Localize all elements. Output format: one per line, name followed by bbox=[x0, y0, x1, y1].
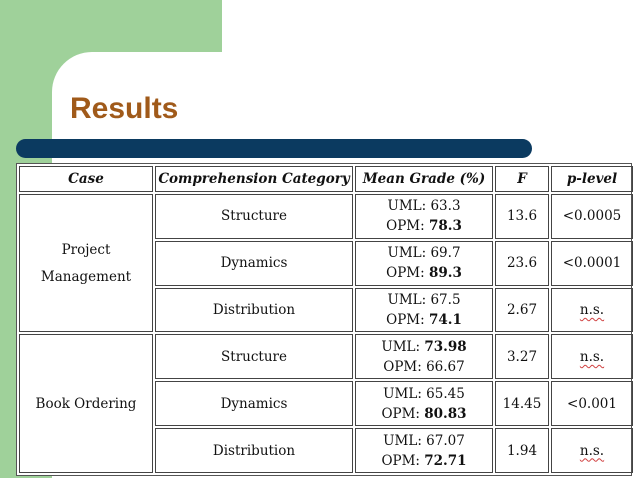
header-p-level: p-level bbox=[551, 166, 633, 192]
uml-value: 73.98 bbox=[424, 338, 467, 355]
opm-label: OPM: bbox=[386, 312, 429, 329]
results-table-frame: Case Comprehension Category Mean Grade (… bbox=[16, 163, 635, 476]
opm-value: 72.71 bbox=[424, 452, 467, 469]
p-level-value: <0.001 bbox=[567, 395, 617, 412]
p-level-value: n.s. bbox=[579, 302, 605, 319]
opm-label: OPM: bbox=[383, 358, 427, 375]
category-cell: Distribution bbox=[155, 428, 353, 473]
uml-value: 67.5 bbox=[430, 292, 461, 309]
uml-label: UML: bbox=[383, 385, 427, 402]
mean-grade-cell: UML: 67.07 OPM: 72.71 bbox=[355, 428, 493, 473]
table-row: Distribution UML: 67.07 OPM: 72.71 1.94 n.s. bbox=[19, 428, 633, 473]
opm-value: 74.1 bbox=[428, 312, 462, 329]
p-level-cell: <0.0001 bbox=[551, 240, 633, 286]
opm-label: OPM: bbox=[386, 218, 429, 235]
case-cell: Project Management bbox=[19, 194, 153, 333]
uml-label: UML: bbox=[387, 245, 431, 262]
uml-label: UML: bbox=[387, 198, 431, 215]
opm-value: 89.3 bbox=[428, 265, 462, 282]
category-cell: Dynamics bbox=[155, 240, 353, 286]
opm-grade-line: OPM: 66.67 bbox=[358, 357, 490, 377]
opm-label: OPM: bbox=[386, 265, 429, 282]
opm-grade-line: OPM: 80.83 bbox=[358, 404, 490, 424]
table-row: Book Ordering Structure UML: 73.98 OPM: 66.… bbox=[19, 334, 633, 473]
uml-grade-line: UML: 73.98 bbox=[358, 337, 490, 357]
p-level-cell: <0.0005 bbox=[551, 194, 633, 239]
table-row: Dynamics UML: 69.7 OPM: 89.3 23.6 <0.0001 bbox=[19, 240, 633, 286]
slide-title: Results bbox=[70, 92, 179, 125]
uml-value: 65.45 bbox=[426, 385, 465, 402]
header-comprehension-category: Comprehension Category bbox=[155, 166, 353, 192]
header-mean-grade: Mean Grade (%) bbox=[355, 166, 493, 192]
table-body: Project Management Structure UML: 63.3 OPM: … bbox=[19, 194, 633, 473]
category-cell: Structure bbox=[155, 194, 353, 239]
category-cell: Structure bbox=[155, 334, 353, 380]
f-value-cell: 23.6 bbox=[495, 240, 549, 286]
opm-grade-line: OPM: 78.3 bbox=[358, 216, 490, 236]
uml-label: UML: bbox=[381, 338, 425, 355]
f-value-cell: 13.6 bbox=[495, 194, 549, 239]
f-value-cell: 1.94 bbox=[495, 428, 549, 473]
p-level-value: n.s. bbox=[579, 348, 605, 365]
p-level-cell: n.s. bbox=[551, 428, 633, 473]
case-name-line: Book Ordering bbox=[35, 395, 137, 412]
uml-value: 67.07 bbox=[426, 432, 465, 449]
uml-value: 63.3 bbox=[430, 198, 461, 215]
category-cell: Dynamics bbox=[155, 381, 353, 427]
uml-label: UML: bbox=[387, 292, 431, 309]
f-value-cell: 3.27 bbox=[495, 334, 549, 380]
mean-grade-cell: UML: 65.45 OPM: 80.83 bbox=[355, 381, 493, 427]
mean-grade-cell: UML: 73.98 OPM: 66.67 bbox=[355, 334, 493, 380]
results-table: Case Comprehension Category Mean Grade (… bbox=[17, 164, 635, 475]
uml-grade-line: UML: 69.7 bbox=[358, 243, 490, 263]
table-row: Distribution UML: 67.5 OPM: 74.1 2.67 n.s. bbox=[19, 287, 633, 333]
table-row: Project Management Structure UML: 63.3 OPM: … bbox=[19, 194, 633, 333]
opm-grade-line: OPM: 74.1 bbox=[358, 310, 490, 330]
uml-value: 69.7 bbox=[430, 245, 461, 262]
opm-value: 66.67 bbox=[426, 358, 465, 375]
opm-label: OPM: bbox=[381, 405, 425, 422]
p-level-value: <0.0001 bbox=[562, 255, 622, 272]
case-cell: Book Ordering bbox=[19, 334, 153, 473]
uml-label: UML: bbox=[383, 432, 427, 449]
table-row: Dynamics UML: 65.45 OPM: 80.83 14.45 <0.001 bbox=[19, 381, 633, 427]
opm-grade-line: OPM: 72.71 bbox=[358, 451, 490, 471]
category-cell: Distribution bbox=[155, 287, 353, 333]
opm-value: 80.83 bbox=[424, 405, 467, 422]
f-value-cell: 14.45 bbox=[495, 381, 549, 427]
mean-grade-cell: UML: 63.3 OPM: 78.3 bbox=[355, 194, 493, 239]
p-level-cell: n.s. bbox=[551, 287, 633, 333]
case-name-line: Project bbox=[61, 241, 111, 258]
f-value-cell: 2.67 bbox=[495, 287, 549, 333]
case-name-line: Management bbox=[40, 268, 132, 285]
mean-grade-cell: UML: 67.5 OPM: 74.1 bbox=[355, 287, 493, 333]
uml-grade-line: UML: 65.45 bbox=[358, 384, 490, 404]
p-level-value: <0.0005 bbox=[562, 208, 622, 225]
opm-value: 78.3 bbox=[428, 218, 462, 235]
uml-grade-line: UML: 63.3 bbox=[358, 196, 490, 216]
uml-grade-line: UML: 67.5 bbox=[358, 290, 490, 310]
header-f: F bbox=[495, 166, 549, 192]
p-level-cell: n.s. bbox=[551, 334, 633, 380]
header-case: Case bbox=[19, 166, 153, 192]
opm-label: OPM: bbox=[381, 452, 425, 469]
opm-grade-line: OPM: 89.3 bbox=[358, 263, 490, 283]
p-level-cell: <0.001 bbox=[551, 381, 633, 427]
mean-grade-cell: UML: 69.7 OPM: 89.3 bbox=[355, 240, 493, 286]
uml-grade-line: UML: 67.07 bbox=[358, 431, 490, 451]
table-header-row: Case Comprehension Category Mean Grade (… bbox=[19, 166, 633, 192]
title-underline-bar bbox=[16, 139, 532, 158]
p-level-value: n.s. bbox=[579, 442, 605, 459]
